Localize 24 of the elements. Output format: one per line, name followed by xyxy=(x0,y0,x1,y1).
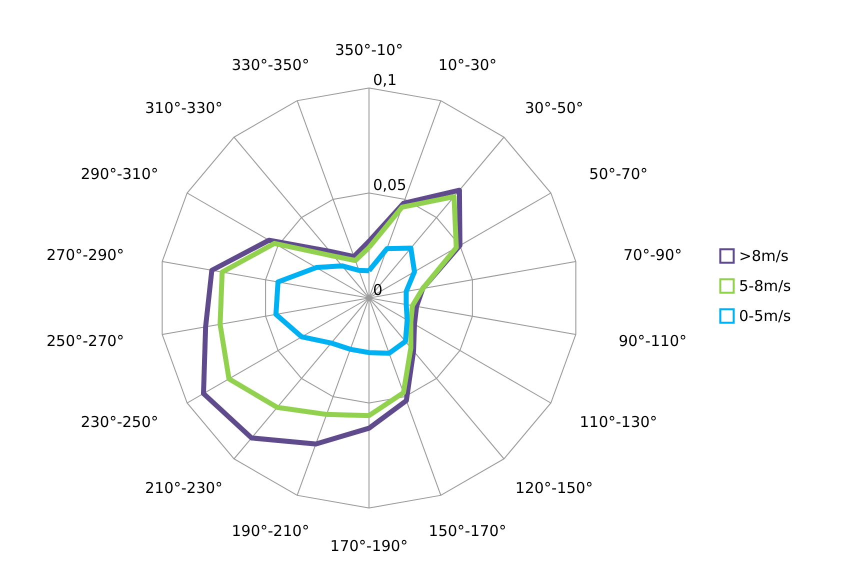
spoke-label: 350°-10° xyxy=(334,40,404,59)
spoke-label: 310°-330° xyxy=(145,98,223,117)
spoke-label: 110°-130° xyxy=(580,413,658,432)
spoke-label: 190°-210° xyxy=(232,522,310,540)
spoke-label: 150°-170° xyxy=(428,522,506,540)
spoke-label: 30°-50° xyxy=(524,98,584,117)
spoke-label: 270°-290° xyxy=(46,246,124,264)
spoke-label: 250°-270° xyxy=(46,332,124,350)
y-tick-label: 0,1 xyxy=(373,71,397,89)
spoke-label: 230°-250° xyxy=(80,413,158,432)
y-tick-label: 0 xyxy=(373,281,383,299)
y-tick-label: 0,05 xyxy=(373,176,406,194)
spoke-label: 120°-150° xyxy=(515,479,593,498)
legend-label: 5-8m/s xyxy=(739,277,792,295)
legend-label: 0-5m/s xyxy=(739,307,792,325)
spoke-label: 70°-90° xyxy=(623,246,682,264)
spoke-label: 210°-230° xyxy=(145,479,223,498)
spoke-label: 170°-190° xyxy=(330,537,408,556)
spoke-label: 330°-350° xyxy=(232,56,310,74)
spoke-label: 90°-110° xyxy=(618,332,687,350)
spoke-label: 50°-70° xyxy=(589,164,648,183)
spoke-label: 290°-310° xyxy=(80,164,158,183)
legend-label: >8m/s xyxy=(739,247,789,265)
spoke-label: 10°-30° xyxy=(438,56,497,74)
